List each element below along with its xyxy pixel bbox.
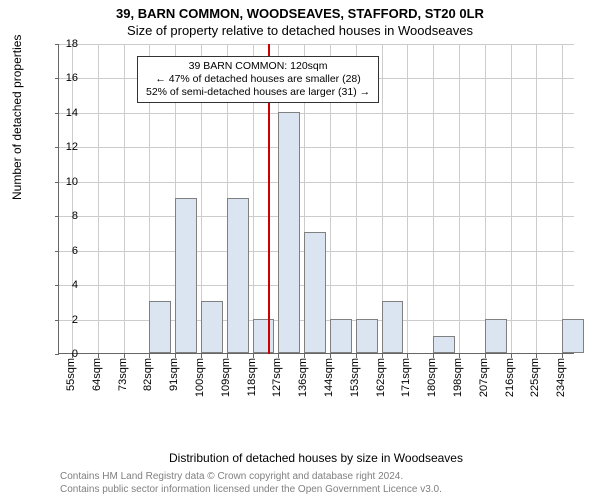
gridline-v bbox=[72, 44, 73, 353]
histogram-bar bbox=[253, 319, 275, 353]
x-tick-label: 171sqm bbox=[400, 358, 412, 397]
y-axis-label: Number of detached properties bbox=[10, 35, 24, 200]
annotation-line: ← 47% of detached houses are smaller (28… bbox=[146, 73, 370, 86]
y-tick-label: 10 bbox=[48, 176, 78, 188]
x-tick-label: 136sqm bbox=[297, 358, 309, 397]
gridline-v bbox=[433, 44, 434, 353]
gridline-v bbox=[407, 44, 408, 353]
annotation-box: 39 BARN COMMON: 120sqm← 47% of detached … bbox=[137, 56, 379, 103]
x-tick-label: 127sqm bbox=[271, 358, 283, 397]
y-tick-label: 0 bbox=[48, 348, 78, 360]
annotation-line: 52% of semi-detached houses are larger (… bbox=[146, 86, 370, 99]
y-tick-label: 16 bbox=[48, 72, 78, 84]
y-tick-label: 14 bbox=[48, 107, 78, 119]
plot-area: 39 BARN COMMON: 120sqm← 47% of detached … bbox=[58, 44, 574, 354]
histogram-bar bbox=[201, 301, 223, 353]
x-tick-label: 234sqm bbox=[555, 358, 567, 397]
y-tick-label: 12 bbox=[48, 141, 78, 153]
histogram-bar bbox=[304, 232, 326, 353]
gridline-h bbox=[59, 216, 574, 217]
y-tick-label: 4 bbox=[48, 279, 78, 291]
histogram-bar bbox=[356, 319, 378, 353]
x-tick-label: 153sqm bbox=[349, 358, 361, 397]
gridline-h bbox=[59, 113, 574, 114]
x-tick-label: 91sqm bbox=[168, 358, 180, 391]
x-tick-label: 109sqm bbox=[220, 358, 232, 397]
x-tick-label: 216sqm bbox=[504, 358, 516, 397]
x-tick-label: 82sqm bbox=[142, 358, 154, 391]
x-tick-label: 55sqm bbox=[65, 358, 77, 391]
gridline-h bbox=[59, 44, 574, 45]
histogram-bar bbox=[278, 112, 300, 353]
histogram-bar bbox=[562, 319, 584, 353]
histogram-bar bbox=[149, 301, 171, 353]
gridline-h bbox=[59, 182, 574, 183]
gridline-v bbox=[562, 44, 563, 353]
footer-line2: Contains public sector information licen… bbox=[60, 483, 590, 496]
x-tick-label: 144sqm bbox=[323, 358, 335, 397]
gridline-v bbox=[511, 44, 512, 353]
chart-title-line2: Size of property relative to detached ho… bbox=[0, 21, 600, 38]
histogram-bar bbox=[330, 319, 352, 353]
x-tick-label: 73sqm bbox=[117, 358, 129, 391]
histogram-bar bbox=[433, 336, 455, 353]
chart-title-line1: 39, BARN COMMON, WOODSEAVES, STAFFORD, S… bbox=[0, 0, 600, 21]
x-axis-label: Distribution of detached houses by size … bbox=[58, 451, 574, 465]
y-tick-label: 8 bbox=[48, 210, 78, 222]
x-tick-label: 198sqm bbox=[452, 358, 464, 397]
gridline-v bbox=[459, 44, 460, 353]
histogram-bar bbox=[175, 198, 197, 353]
y-tick-label: 18 bbox=[48, 38, 78, 50]
histogram-bar bbox=[485, 319, 507, 353]
x-tick-label: 180sqm bbox=[426, 358, 438, 397]
gridline-v bbox=[124, 44, 125, 353]
y-tick-label: 2 bbox=[48, 314, 78, 326]
annotation-line: 39 BARN COMMON: 120sqm bbox=[146, 60, 370, 73]
gridline-v bbox=[536, 44, 537, 353]
gridline-v bbox=[98, 44, 99, 353]
x-tick-label: 162sqm bbox=[375, 358, 387, 397]
x-tick-label: 100sqm bbox=[194, 358, 206, 397]
histogram-bar bbox=[227, 198, 249, 353]
chart-container: 39, BARN COMMON, WOODSEAVES, STAFFORD, S… bbox=[0, 0, 600, 500]
gridline-h bbox=[59, 147, 574, 148]
histogram-bar bbox=[382, 301, 404, 353]
footer-attribution: Contains HM Land Registry data © Crown c… bbox=[60, 470, 590, 496]
chart-zone: 39 BARN COMMON: 120sqm← 47% of detached … bbox=[58, 44, 574, 416]
x-tick-label: 225sqm bbox=[529, 358, 541, 397]
gridline-v bbox=[485, 44, 486, 353]
footer-line1: Contains HM Land Registry data © Crown c… bbox=[60, 470, 590, 483]
x-tick-label: 64sqm bbox=[91, 358, 103, 391]
x-tick-label: 207sqm bbox=[478, 358, 490, 397]
y-tick-label: 6 bbox=[48, 245, 78, 257]
x-tick-label: 118sqm bbox=[246, 358, 258, 396]
